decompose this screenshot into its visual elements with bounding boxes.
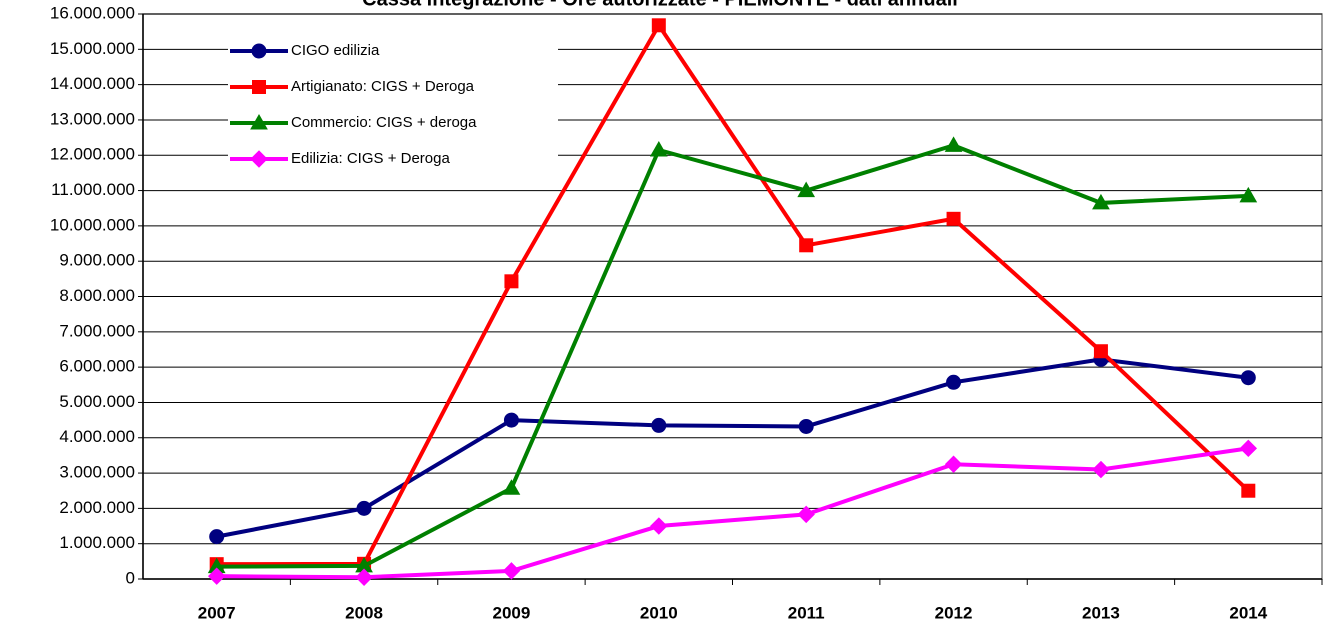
marker — [944, 136, 963, 152]
y-tick-label: 10.000.000 — [50, 215, 135, 234]
marker — [799, 238, 814, 253]
x-tick-label: 2011 — [788, 603, 825, 622]
x-tick-label: 2012 — [935, 603, 973, 622]
x-tick-label: 2010 — [640, 603, 678, 622]
marker — [1241, 483, 1256, 498]
marker — [650, 517, 668, 535]
marker — [797, 181, 816, 198]
x-tick-label: 2014 — [1229, 603, 1267, 622]
marker — [503, 412, 519, 428]
x-tick-label: 2007 — [198, 603, 236, 622]
legend-box — [228, 34, 558, 179]
chart-title: Cassa integrazione - Ore autorizzate - P… — [362, 0, 958, 10]
marker — [502, 562, 521, 580]
marker — [797, 505, 815, 524]
y-tick-label: 8.000.000 — [59, 286, 135, 305]
y-tick-label: 14.000.000 — [50, 74, 135, 93]
y-tick-label: 7.000.000 — [59, 321, 135, 340]
marker — [651, 18, 666, 33]
series-line — [216, 446, 1249, 580]
series-line — [216, 21, 1250, 567]
marker — [1239, 186, 1258, 203]
x-tick-label: 2008 — [345, 603, 383, 622]
marker — [1092, 193, 1110, 210]
marker — [1092, 460, 1110, 479]
y-tick-label: 13.000.000 — [50, 109, 135, 128]
marker — [356, 500, 372, 516]
y-tick-label: 5.000.000 — [59, 392, 135, 411]
y-tick-label: 0 — [126, 568, 135, 587]
marker — [1239, 439, 1258, 458]
y-tick-label: 9.000.000 — [59, 251, 135, 270]
marker — [207, 567, 226, 585]
y-tick-label: 1.000.000 — [59, 533, 135, 552]
marker — [651, 417, 667, 433]
x-tick-label: 2013 — [1082, 603, 1120, 622]
marker — [946, 374, 962, 390]
y-tick-label: 11.000.000 — [51, 180, 135, 199]
legend-label: Artigianato: CIGS + Deroga — [291, 78, 475, 95]
legend-label: Edilizia: CIGS + Deroga — [291, 150, 450, 167]
marker — [250, 113, 268, 130]
marker — [252, 80, 266, 94]
x-tick-label: 2009 — [493, 603, 531, 622]
legend-label: CIGO edilizia — [291, 42, 380, 59]
marker — [649, 140, 668, 157]
marker — [251, 43, 267, 59]
y-tick-label: 2.000.000 — [59, 498, 135, 517]
y-tick-label: 3.000.000 — [59, 463, 135, 482]
legend-label: Commercio: CIGS + deroga — [291, 114, 477, 131]
y-tick-label: 16.000.000 — [50, 3, 135, 22]
y-tick-label: 6.000.000 — [59, 357, 135, 376]
marker — [355, 568, 373, 586]
marker — [250, 150, 268, 168]
marker — [946, 211, 961, 226]
marker — [944, 455, 963, 473]
marker — [1240, 370, 1256, 386]
marker — [798, 418, 814, 434]
y-tick-label: 15.000.000 — [50, 39, 135, 58]
marker — [504, 274, 519, 289]
series-line — [216, 143, 1249, 569]
y-tick-label: 4.000.000 — [59, 427, 135, 446]
marker — [209, 529, 225, 545]
marker — [502, 479, 521, 495]
marker — [1093, 344, 1108, 359]
series-line — [216, 357, 1249, 539]
y-tick-label: 12.000.000 — [50, 145, 135, 164]
